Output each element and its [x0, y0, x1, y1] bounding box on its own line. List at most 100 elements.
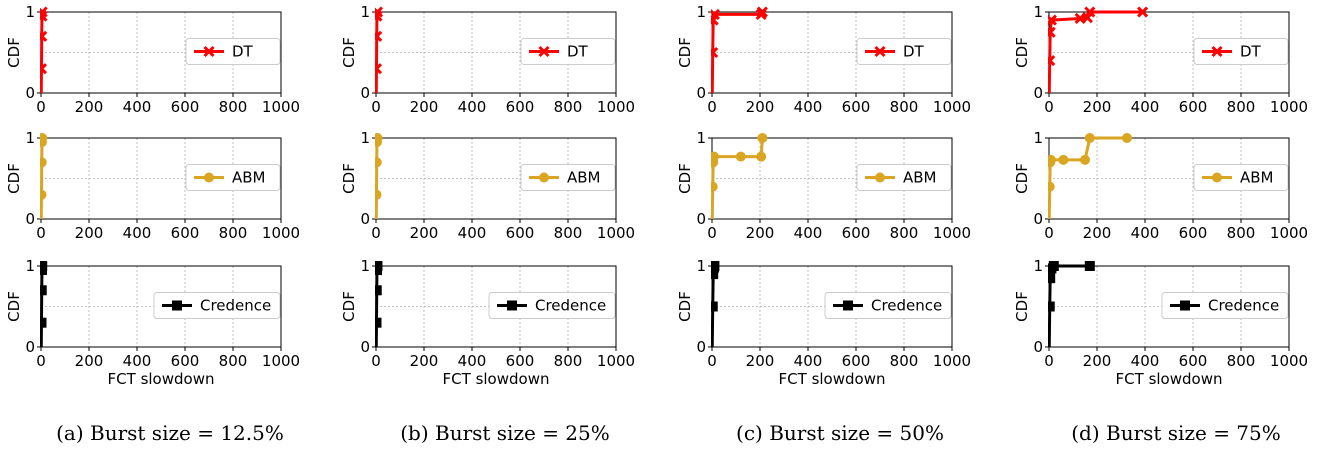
y-axis-label: CDF: [676, 37, 694, 68]
x-tick-label: 600: [171, 98, 200, 116]
legend-label: ABM: [1240, 169, 1274, 187]
x-tick-label: 1000: [1270, 224, 1308, 242]
x-tick-label: 800: [890, 98, 919, 116]
data-point-abm: [711, 151, 719, 162]
y-tick-label: 0: [360, 338, 370, 356]
x-tick-label: 600: [506, 224, 535, 242]
x-axis-label: FCT slowdown: [779, 370, 886, 388]
x-tick-label: 800: [890, 224, 919, 242]
series-line-credence: [40, 265, 44, 348]
x-tick-label: 200: [410, 224, 439, 242]
x-tick-label: 1000: [597, 352, 635, 370]
series-abm: [375, 133, 383, 220]
data-point-dt: [756, 6, 768, 18]
legend-box: [1193, 164, 1289, 191]
legend-box: [1193, 38, 1289, 65]
data-point-dt: [375, 30, 383, 42]
y-axis-label: CDF: [340, 163, 358, 194]
y-tick-label: 1: [360, 257, 370, 275]
data-point-credence: [1048, 273, 1056, 284]
legend-marker: [1180, 300, 1190, 311]
data-point-credence: [375, 285, 382, 296]
x-tick-label: 0: [707, 98, 717, 116]
y-tick-label: 1: [25, 129, 35, 147]
x-tick-label: 800: [219, 352, 248, 370]
data-point-credence: [1084, 261, 1095, 271]
data-point-abm: [375, 189, 382, 200]
x-tick-label: 1000: [262, 224, 300, 242]
legend-marker: [874, 45, 886, 58]
data-point-abm: [375, 133, 383, 143]
x-tick-label: 0: [36, 224, 46, 242]
data-point-credence: [1048, 261, 1059, 271]
y-tick-label: 0: [1033, 338, 1043, 356]
data-point-abm: [711, 181, 718, 192]
x-tick-label: 400: [123, 352, 152, 370]
legend-credence: Credence: [153, 292, 281, 319]
x-tick-label: 600: [842, 98, 871, 116]
x-tick-label: 800: [890, 352, 919, 370]
x-tick-label: 1000: [262, 98, 300, 116]
series-dt: [375, 6, 384, 94]
series-dt: [40, 6, 48, 94]
caption-a: (a) Burst size = 12.5%: [56, 421, 284, 445]
y-tick-label: 1: [25, 3, 35, 21]
series-line-abm: [375, 137, 379, 220]
data-point-credence: [1048, 301, 1055, 312]
x-tick-label: 1000: [933, 224, 971, 242]
y-axis-label: CDF: [676, 291, 694, 322]
series-line-abm: [40, 137, 44, 220]
legend-box: [520, 164, 616, 191]
data-point-abm: [1122, 133, 1132, 143]
data-point-dt: [40, 6, 48, 18]
y-tick-label: 0: [696, 210, 706, 228]
legend-marker: [507, 300, 517, 311]
legend-label: Credence: [1208, 297, 1279, 315]
legend-label: DT: [232, 43, 254, 61]
legend-marker: [538, 45, 550, 58]
x-tick-label: 0: [371, 224, 381, 242]
x-tick-label: 200: [746, 98, 775, 116]
legend-credence: Credence: [824, 292, 952, 319]
data-point-credence: [375, 317, 382, 328]
legend-dt: DT: [520, 38, 616, 65]
y-tick-label: 1: [696, 257, 706, 275]
y-tick-label: 1: [360, 3, 370, 21]
legend-abm: ABM: [856, 164, 952, 191]
caption-c: (c) Burst size = 50%: [736, 421, 944, 445]
caption-b: (b) Burst size = 25%: [400, 421, 610, 445]
legend-box: [185, 38, 281, 65]
series-credence: [375, 261, 383, 348]
x-axis-label: FCT slowdown: [1116, 370, 1223, 388]
x-tick-label: 800: [219, 224, 248, 242]
series-dt: [1048, 6, 1149, 94]
x-tick-label: 400: [458, 98, 487, 116]
y-tick-label: 1: [1033, 3, 1043, 21]
data-point-dt: [40, 63, 48, 75]
y-tick-label: 0: [25, 84, 35, 102]
data-point-abm: [40, 133, 48, 143]
x-tick-label: 600: [171, 352, 200, 370]
legend-marker: [203, 45, 215, 58]
legend-marker: [172, 300, 182, 311]
x-tick-label: 400: [123, 224, 152, 242]
y-tick-label: 0: [25, 338, 35, 356]
legend-box: [856, 38, 952, 65]
y-axis-label: CDF: [676, 163, 694, 194]
x-tick-label: 0: [1044, 224, 1054, 242]
y-axis-label: CDF: [5, 37, 23, 68]
x-tick-label: 800: [1227, 224, 1256, 242]
legend-marker: [1211, 45, 1223, 58]
data-point-abm: [757, 133, 768, 143]
x-tick-label: 400: [794, 224, 823, 242]
data-point-credence: [711, 269, 719, 280]
data-point-credence: [711, 261, 720, 271]
